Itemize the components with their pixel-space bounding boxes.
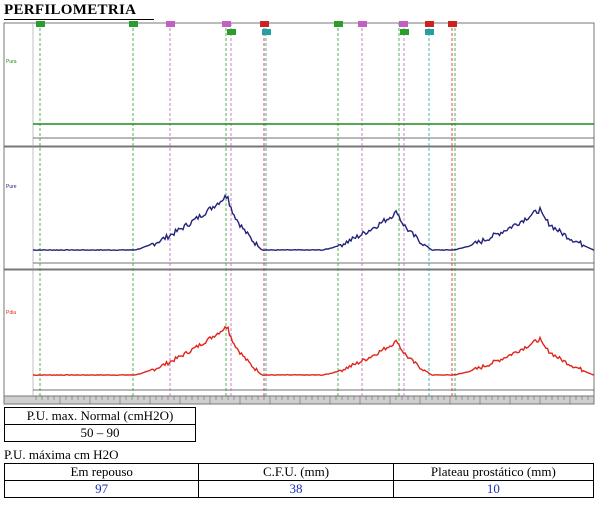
panel-2 [3, 146, 595, 270]
normal-range-header: P.U. max. Normal (cmH2O) [4, 407, 196, 425]
page-title: PERFILOMETRIA [4, 2, 137, 18]
panel-1 [3, 22, 595, 147]
channel-label-2: Pure [6, 184, 17, 190]
results-table: Em repouso C.F.U. (mm) Plateau prostátic… [3, 463, 595, 498]
results-value-plateau: 10 [392, 480, 595, 498]
max-pressure-label: P.U. máxima cm H2O [4, 447, 119, 462]
event-marker [400, 29, 409, 35]
baselines [33, 137, 594, 391]
results-value-cfu: 38 [198, 480, 394, 498]
event-marker [334, 21, 343, 27]
trace-channel-3 [33, 325, 595, 377]
pressure-profile-plot: Pura Pure Pdia [3, 21, 595, 405]
event-marker [358, 21, 367, 27]
time-axis-ticks [35, 396, 589, 404]
results-header-rest: Em repouso [3, 463, 200, 481]
event-marker [36, 21, 45, 27]
results-header-plateau: Plateau prostático (mm) [392, 463, 595, 481]
event-marker [227, 29, 236, 35]
event-marker [425, 21, 434, 27]
event-marker [425, 29, 434, 35]
panel-3 [3, 269, 595, 397]
event-marker [129, 21, 138, 27]
trace-channel-2 [33, 194, 595, 252]
channel-label-1: Pura [6, 59, 17, 65]
normal-range-value: 50 – 90 [4, 424, 196, 442]
event-markers [36, 21, 457, 35]
results-header-cfu: C.F.U. (mm) [198, 463, 394, 481]
event-marker [222, 21, 231, 27]
event-marker [262, 29, 271, 35]
channel-label-3: Pdia [6, 310, 16, 316]
event-marker [260, 21, 269, 27]
results-value-rest: 97 [3, 480, 200, 498]
panel-frames [3, 22, 595, 405]
event-marker [166, 21, 175, 27]
title-underline [4, 19, 154, 20]
event-marker [448, 21, 457, 27]
time-axis-strip [3, 395, 595, 405]
event-marker [399, 21, 408, 27]
event-lines [39, 23, 456, 396]
normal-range-table: P.U. max. Normal (cmH2O) 50 – 90 [4, 407, 196, 442]
